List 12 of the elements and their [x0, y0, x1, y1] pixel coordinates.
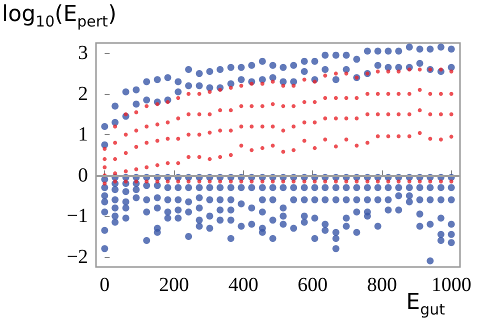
x-tick-label: 600: [298, 274, 328, 296]
x-tick-label: 200: [159, 274, 189, 296]
y-tick-label: 0: [78, 164, 88, 186]
x-tick-label: 800: [367, 274, 397, 296]
y-tick-label: 2: [78, 82, 88, 105]
y-tick-label: −2: [66, 246, 88, 268]
y-axis-title: log$_{10}$(E$_{pert}$): [2, 2, 117, 30]
y-tick-label: −1: [66, 205, 88, 228]
x-tick-label: 400: [228, 274, 258, 296]
x-tick-label: 0: [100, 274, 110, 296]
y-tick-label: 3: [78, 42, 88, 64]
y-tick-label: 1: [78, 124, 88, 146]
